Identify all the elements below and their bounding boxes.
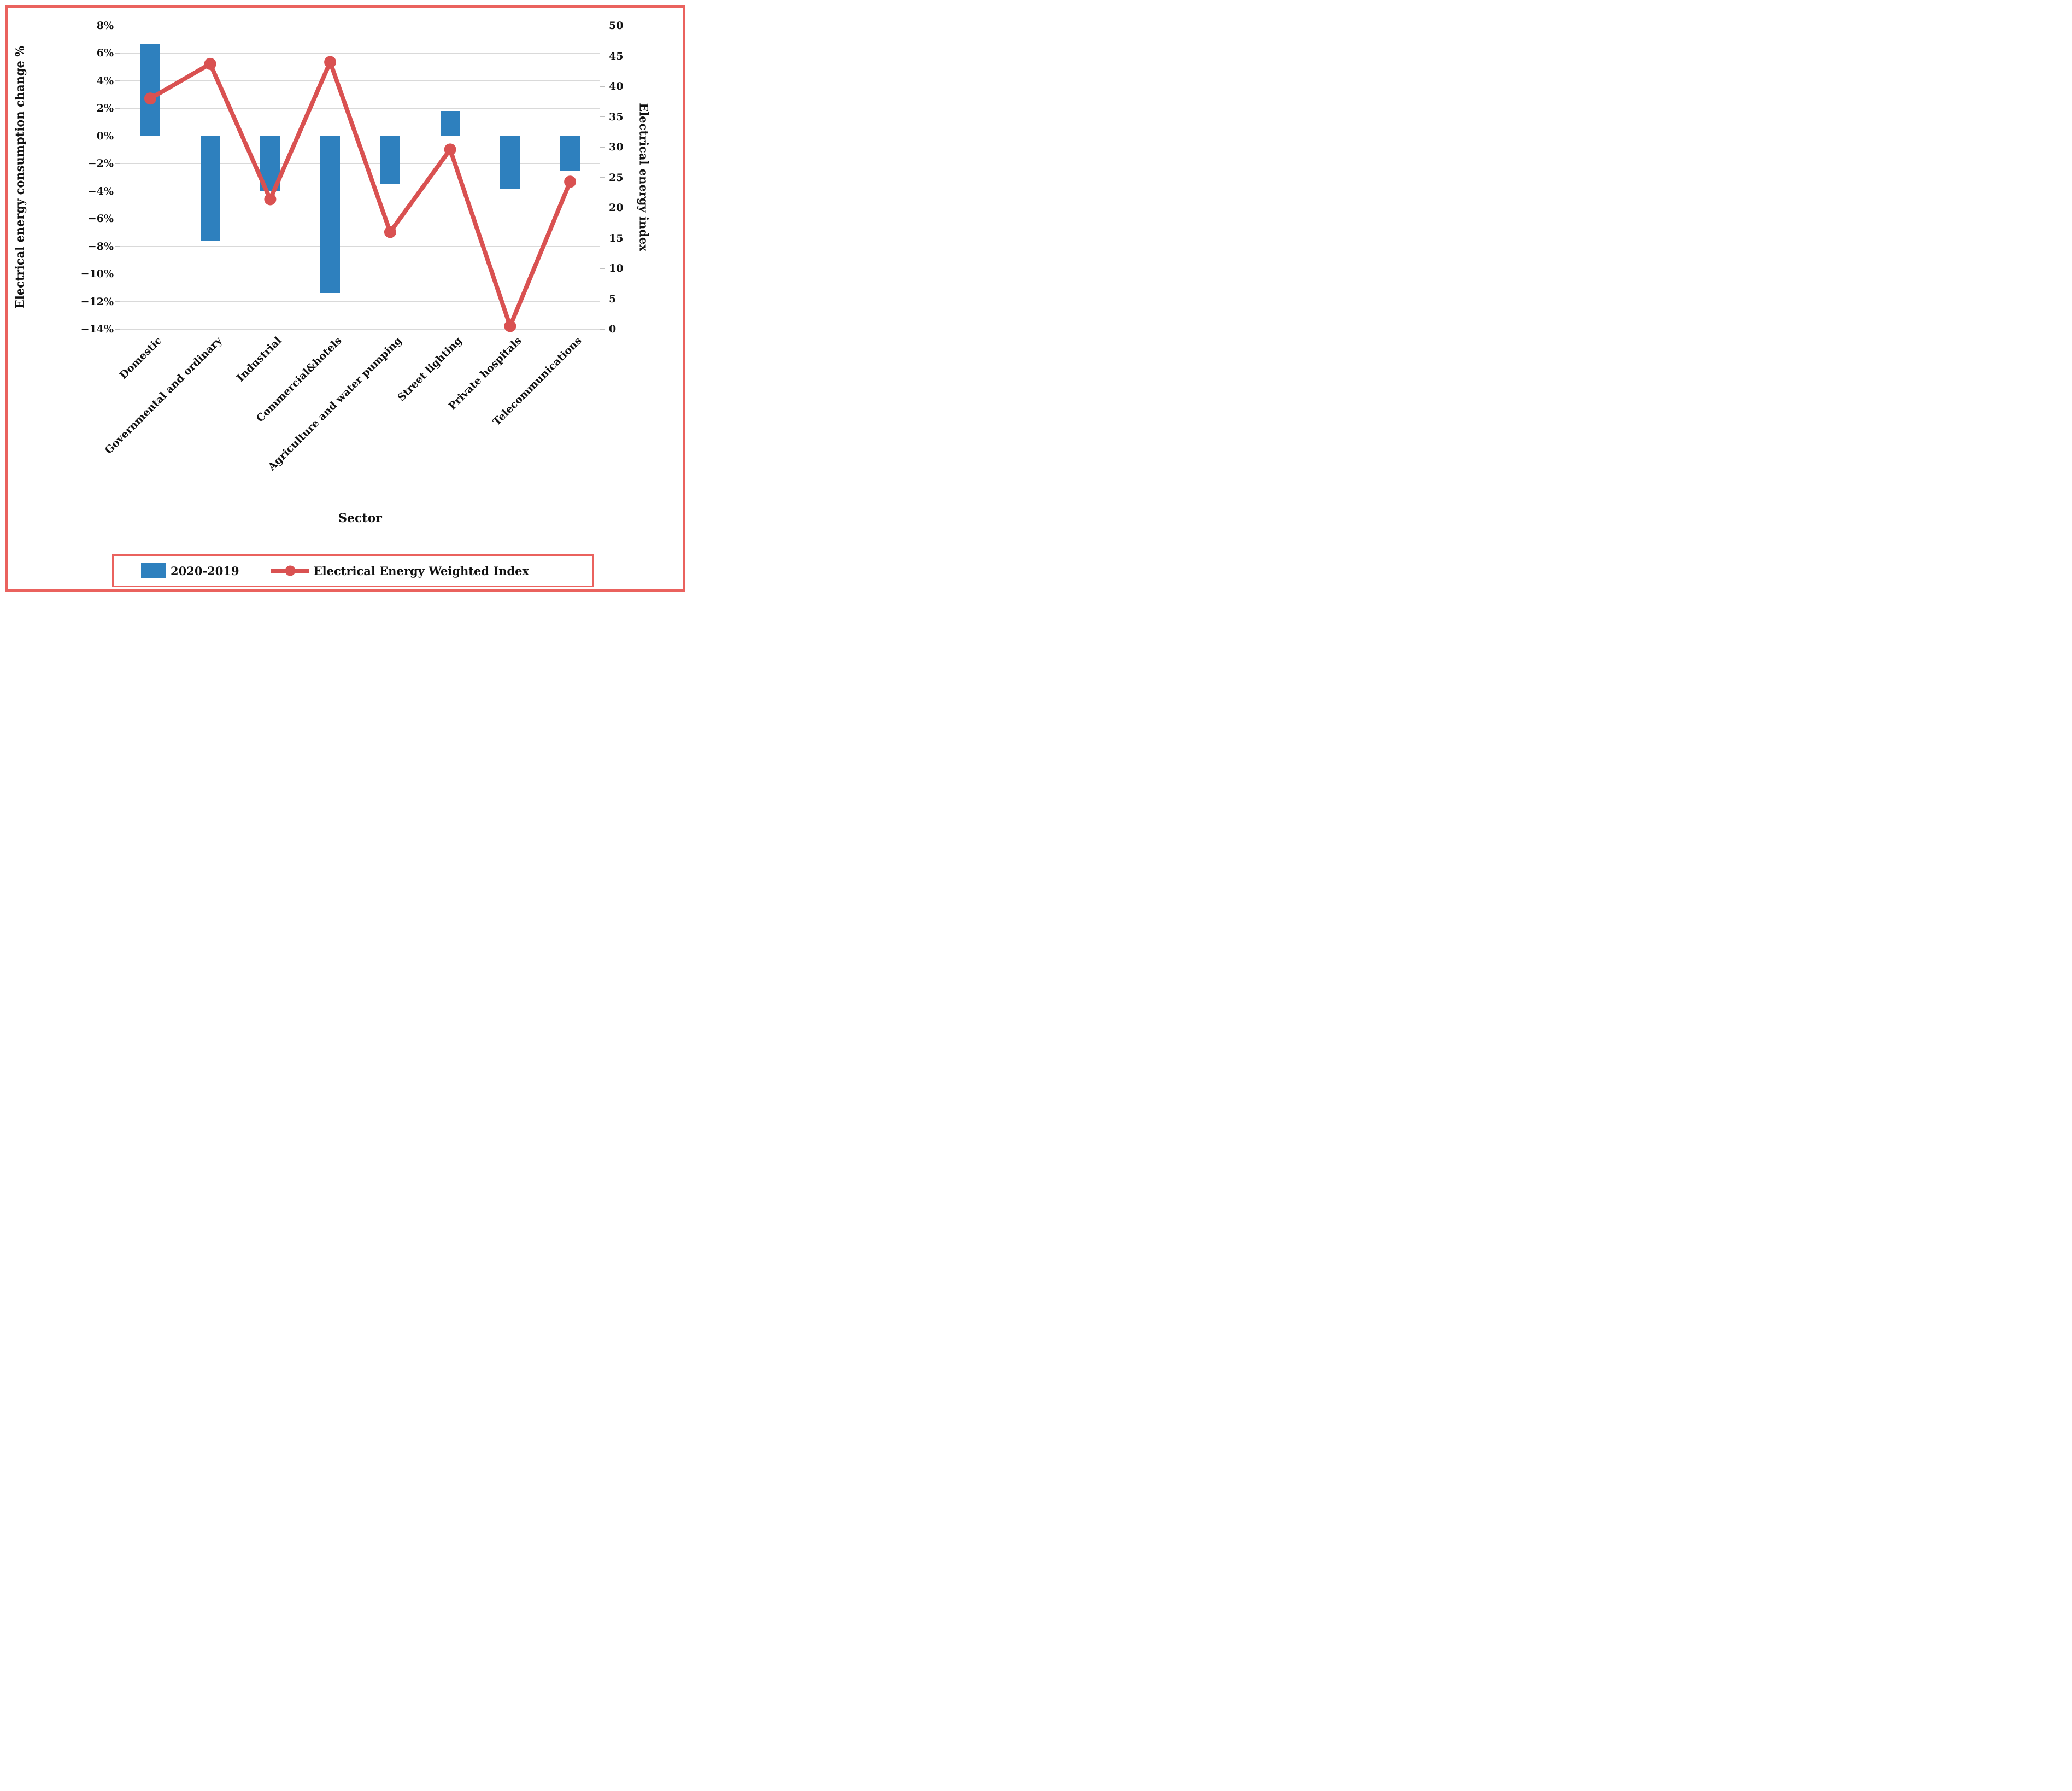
category-label: Street lighting: [395, 335, 465, 404]
line-marker: [444, 143, 456, 156]
line-marker: [264, 193, 277, 206]
right-axis-tick-label: 35: [609, 110, 624, 123]
gridline: [120, 246, 600, 247]
left-axis-tick: [115, 108, 120, 109]
left-axis-tick-label: 8%: [96, 20, 114, 32]
left-axis-tick-label: −10%: [80, 268, 114, 280]
right-axis-tick: [600, 177, 605, 178]
right-axis-tick-label: 25: [609, 171, 624, 184]
line-series-marker-icon: [271, 565, 309, 576]
left-axis-tick-label: −12%: [80, 295, 114, 308]
line-series: [144, 56, 577, 332]
bar: [140, 43, 160, 136]
left-axis-tick-label: −4%: [87, 185, 114, 197]
left-axis-tick-label: −8%: [87, 240, 114, 253]
right-axis-tick-label: 40: [609, 80, 624, 92]
category-label: Domestic: [117, 335, 165, 382]
bar: [560, 136, 580, 171]
right-axis-tick: [600, 116, 605, 117]
right-axis-tick-label: 50: [609, 20, 624, 32]
left-axis-tick-label: 4%: [96, 74, 114, 87]
left-axis-tick-label: 6%: [96, 47, 114, 60]
line-marker: [204, 57, 216, 70]
left-axis-tick-label: −14%: [80, 323, 114, 335]
category-label: Industrial: [234, 335, 284, 384]
gridline: [120, 329, 600, 330]
bar: [440, 111, 460, 136]
right-axis-tick-label: 30: [609, 141, 624, 153]
right-axis-tick-label: 10: [609, 262, 624, 274]
bar-series-swatch-icon: [141, 563, 166, 578]
legend: 2020-2019 Electrical Energy Weighted Ind…: [112, 554, 594, 587]
figure: Electrical energy consumption change % E…: [0, 0, 691, 597]
right-axis-tick: [600, 147, 605, 148]
bar: [200, 136, 220, 241]
line-marker: [504, 320, 516, 332]
left-axis-tick: [115, 80, 120, 81]
line-marker: [564, 175, 577, 188]
left-axis-tick: [115, 52, 120, 54]
left-axis-tick: [115, 163, 120, 164]
category-label: Agriculture and water pumping: [266, 335, 404, 473]
left-axis-tick-label: 2%: [96, 102, 114, 115]
left-axis-tick: [115, 301, 120, 302]
legend-label-bars: 2020-2019: [171, 564, 239, 578]
legend-label-line: Electrical Energy Weighted Index: [313, 564, 529, 578]
right-axis-tick: [600, 329, 605, 330]
right-axis-tick: [600, 298, 605, 299]
right-axis-tick-label: 15: [609, 232, 624, 244]
left-axis-tick-label: −2%: [87, 157, 114, 170]
x-axis-title: Sector: [338, 511, 382, 525]
legend-item-line: Electrical Energy Weighted Index: [271, 564, 529, 578]
chart: Electrical energy consumption change % E…: [0, 0, 691, 597]
right-axis-tick: [600, 268, 605, 269]
line-marker: [144, 92, 156, 105]
gridline: [120, 108, 600, 109]
left-axis-title: Electrical energy consumption change %: [13, 45, 27, 309]
bar: [380, 136, 400, 185]
legend-item-bars: 2020-2019: [141, 563, 239, 578]
plot-area: [120, 25, 600, 332]
right-axis-tick-label: 0: [609, 323, 617, 335]
right-axis-tick: [600, 86, 605, 87]
left-axis-tick: [115, 329, 120, 330]
line-marker: [384, 226, 396, 238]
left-axis-tick-label: 0%: [96, 130, 114, 142]
right-axis-tick-label: 5: [609, 292, 617, 305]
right-axis-tick-label: 20: [609, 202, 624, 214]
gridline: [120, 163, 600, 164]
bar: [320, 136, 341, 294]
right-axis-tick-label: 45: [609, 50, 624, 62]
left-axis-tick-label: −6%: [87, 213, 114, 225]
line-marker: [324, 56, 337, 68]
left-axis-tick: [115, 246, 120, 247]
gridline: [120, 301, 600, 302]
category-label: Governmental and ordinary: [102, 335, 225, 456]
gridline: [120, 52, 600, 54]
line-path: [148, 60, 573, 329]
gridline: [120, 80, 600, 81]
bar: [500, 136, 520, 189]
